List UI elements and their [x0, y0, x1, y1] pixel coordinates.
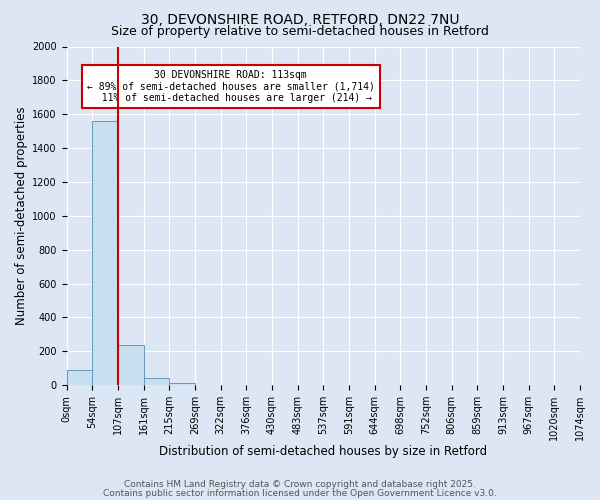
Bar	[67, 370, 92, 385]
Bar	[143, 378, 169, 385]
Bar	[169, 382, 195, 385]
Text: 30, DEVONSHIRE ROAD, RETFORD, DN22 7NU: 30, DEVONSHIRE ROAD, RETFORD, DN22 7NU	[141, 12, 459, 26]
X-axis label: Distribution of semi-detached houses by size in Retford: Distribution of semi-detached houses by …	[159, 444, 487, 458]
Bar	[118, 344, 143, 385]
Text: Size of property relative to semi-detached houses in Retford: Size of property relative to semi-detach…	[111, 25, 489, 38]
Text: Contains public sector information licensed under the Open Government Licence v3: Contains public sector information licen…	[103, 489, 497, 498]
Text: Contains HM Land Registry data © Crown copyright and database right 2025.: Contains HM Land Registry data © Crown c…	[124, 480, 476, 489]
Y-axis label: Number of semi-detached properties: Number of semi-detached properties	[15, 106, 28, 325]
Text: 30 DEVONSHIRE ROAD: 113sqm
← 89% of semi-detached houses are smaller (1,714)
  1: 30 DEVONSHIRE ROAD: 113sqm ← 89% of semi…	[87, 70, 375, 103]
Bar	[92, 121, 118, 385]
